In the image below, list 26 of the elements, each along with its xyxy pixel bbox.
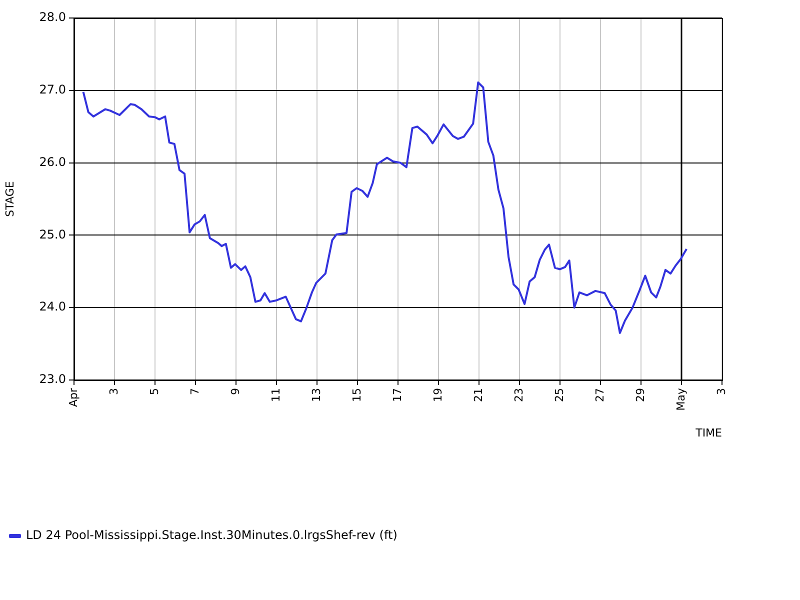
x-tick-label: 11 [269,388,282,402]
x-tick-label: 5 [148,388,161,395]
x-tick-label: 15 [350,388,364,402]
x-tick-label: 9 [228,388,242,395]
legend-label: LD 24 Pool-Mississippi.Stage.Inst.30Minutes.0.lrgsShef-rev (ft) [26,528,398,542]
x-tick-label: May [674,388,688,411]
x-tick-label: 21 [472,388,485,402]
x-axis-title: TIME [694,426,722,440]
y-tick-label: 24.0 [39,300,66,314]
x-tick-label: 25 [552,388,566,402]
x-tick-label: 27 [593,388,606,402]
y-tick-label: 25.0 [39,227,66,242]
x-tick-label: 7 [188,388,202,395]
x-tick-label: 29 [634,388,647,402]
x-tick-label: 23 [512,388,526,402]
x-tick-label: 17 [390,388,404,402]
x-tick-label: 3 [714,388,728,395]
x-tick-label: 3 [107,388,120,395]
y-tick-label: 23.0 [39,372,66,386]
x-tick-label: 13 [310,388,323,402]
y-tick-label: 26.0 [39,154,66,169]
y-tick-label: 27.0 [39,82,66,97]
y-tick-label: 28.0 [39,10,66,24]
y-axis-title: STAGE [3,181,16,217]
x-tick-label: 19 [431,388,444,402]
x-tick-label: Apr [66,388,80,408]
